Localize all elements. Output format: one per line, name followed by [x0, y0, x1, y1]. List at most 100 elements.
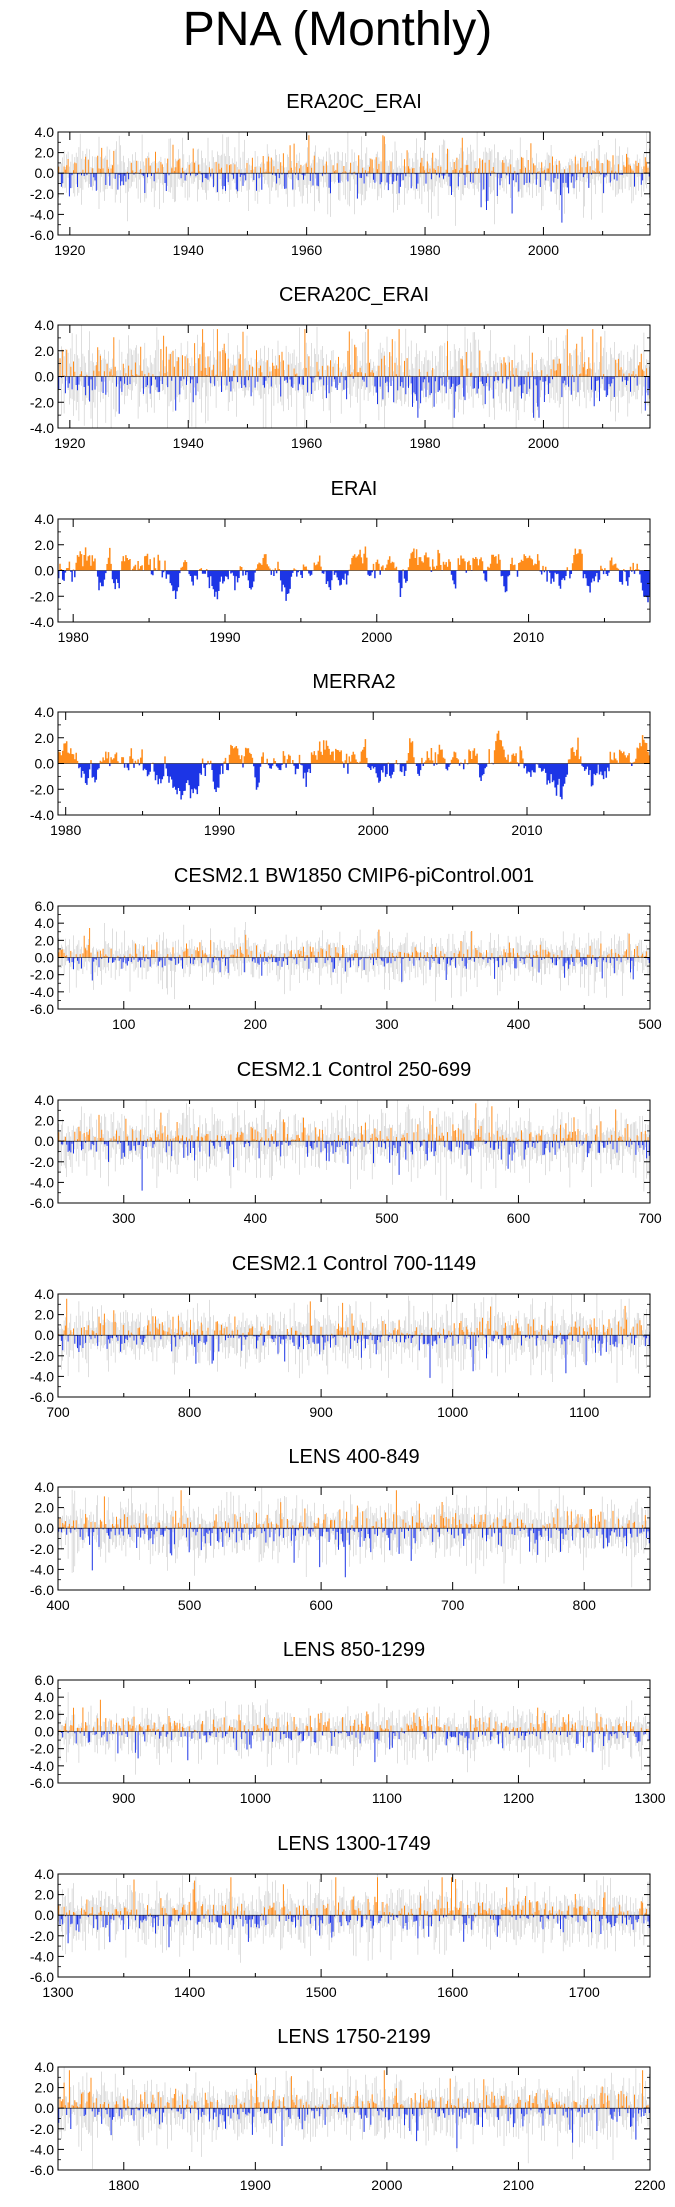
plot-frame	[57, 1486, 651, 1591]
y-tick-label: 0.0	[35, 1724, 55, 1740]
y-tick-label: 2.0	[35, 2080, 55, 2096]
y-tick-label: 0.0	[35, 1327, 55, 1343]
x-tick-label: 1960	[291, 242, 322, 258]
x-tick-label: 1940	[173, 435, 204, 451]
x-tick-label: 800	[573, 1597, 597, 1613]
x-tick-label: 300	[112, 1210, 136, 1226]
y-tick-label: 2.0	[35, 932, 55, 948]
y-tick-label: 0.0	[35, 1520, 55, 1536]
panel-title: ERA20C_ERAI	[286, 91, 422, 113]
y-tick-label: -4.0	[30, 1368, 54, 1384]
y-tick-label: -6.0	[30, 1001, 54, 1017]
y-tick-label: 2.0	[35, 730, 55, 746]
y-tick-label: 4.0	[35, 1866, 55, 1882]
positive-bars	[58, 135, 649, 174]
x-tick-label: 1990	[204, 822, 235, 838]
y-tick-label: 4.0	[35, 511, 55, 527]
y-tick-label: 0.0	[35, 950, 55, 966]
y-tick-label: -2.0	[30, 394, 54, 410]
y-tick-label: -2.0	[30, 967, 54, 983]
x-tick-label: 1920	[54, 242, 85, 258]
x-tick-label: 2200	[634, 2177, 665, 2193]
plot-frame	[57, 131, 651, 236]
y-tick-label: -2.0	[30, 1541, 54, 1557]
y-tick-label: 4.0	[35, 1286, 55, 1302]
x-tick-label: 1100	[569, 1404, 599, 1420]
panel-7: CESM2.1 Control 700-1149 4.0 2.0 0.0 -2.0 -4.…	[30, 1253, 651, 1420]
y-tick-label: -6.0	[30, 1969, 54, 1985]
x-tick-label: 2000	[361, 629, 392, 645]
x-tick-label: 1400	[174, 1984, 205, 2000]
positive-bars	[58, 1298, 644, 1336]
y-tick-label: -4.0	[30, 984, 54, 1000]
negative-bars	[58, 1528, 650, 1578]
positive-bars	[58, 1103, 649, 1142]
y-tick-label: -2.0	[30, 2121, 54, 2137]
x-tick-label: 1920	[54, 435, 85, 451]
x-tick-label: 1900	[240, 2177, 271, 2193]
ensemble-spread	[58, 922, 650, 1002]
positive-bars	[59, 1490, 646, 1529]
x-tick-label: 1500	[306, 1984, 337, 2000]
plot-frame	[57, 2066, 651, 2171]
y-tick-label: -4.0	[30, 1561, 54, 1577]
page-title: PNA (Monthly)	[182, 3, 493, 56]
x-tick-label: 1980	[409, 242, 440, 258]
x-tick-label: 400	[244, 1210, 268, 1226]
y-tick-label: 0.0	[35, 1907, 55, 1923]
x-tick-label: 1980	[58, 629, 89, 645]
negative-bars	[59, 1335, 650, 1378]
y-tick-label: -4.0	[30, 2141, 54, 2157]
y-tick-label: 2.0	[35, 1887, 55, 1903]
x-tick-label: 100	[112, 1016, 136, 1032]
panel-title: CESM2.1 Control 700-1149	[232, 1253, 476, 1275]
y-tick-label: 0.0	[35, 756, 55, 772]
positive-bars	[59, 546, 640, 571]
y-tick-label: 2.0	[35, 1307, 55, 1323]
negative-bars	[57, 570, 651, 603]
x-tick-label: 1940	[173, 242, 204, 258]
x-tick-label: 400	[46, 1597, 70, 1613]
panel-5: CESM2.1 BW1850 CMIP6-piControl.001 6.04.0…	[30, 865, 662, 1032]
y-tick-label: -2.0	[30, 1154, 54, 1170]
panel-title: CERA20C_ERAI	[279, 284, 429, 306]
y-tick-label: -2.0	[30, 781, 54, 797]
x-tick-label: 500	[178, 1597, 202, 1613]
x-tick-label: 700	[46, 1404, 70, 1420]
x-tick-label: 2100	[503, 2177, 534, 2193]
y-tick-label: 2.0	[35, 343, 55, 359]
y-tick-label: -6.0	[30, 1582, 54, 1598]
x-tick-label: 1990	[209, 629, 240, 645]
ensemble-spread	[58, 2067, 650, 2169]
panel-title: LENS 850-1299	[283, 1639, 425, 1661]
x-tick-label: 2010	[513, 629, 544, 645]
y-tick-label: 2.0	[35, 145, 55, 161]
positive-bars	[59, 329, 648, 377]
positive-bars	[59, 2070, 649, 2109]
x-tick-label: 600	[309, 1597, 333, 1613]
negative-bars	[58, 376, 650, 418]
y-tick-label: -4.0	[30, 807, 54, 823]
y-tick-label: -6.0	[30, 227, 54, 243]
x-tick-label: 1000	[240, 1790, 271, 1806]
x-tick-label: 500	[375, 1210, 399, 1226]
y-tick-label: 2.0	[35, 1113, 55, 1129]
y-tick-label: 6.0	[35, 1672, 55, 1688]
y-tick-label: -4.0	[30, 1948, 54, 1964]
x-tick-label: 1200	[503, 1790, 534, 1806]
x-tick-label: 1800	[108, 2177, 139, 2193]
x-tick-label: 1600	[437, 1984, 468, 2000]
x-tick-label: 500	[638, 1016, 662, 1032]
x-tick-label: 700	[638, 1210, 662, 1226]
y-tick-label: -4.0	[30, 614, 54, 630]
x-tick-label: 600	[507, 1210, 531, 1226]
x-tick-label: 2010	[511, 822, 542, 838]
y-tick-label: 2.0	[35, 1706, 55, 1722]
y-tick-label: 4.0	[35, 2059, 55, 2075]
positive-bars	[57, 730, 651, 764]
y-tick-label: 2.0	[35, 1500, 55, 1516]
y-tick-label: 4.0	[35, 317, 55, 333]
ensemble-spread	[58, 1294, 650, 1391]
